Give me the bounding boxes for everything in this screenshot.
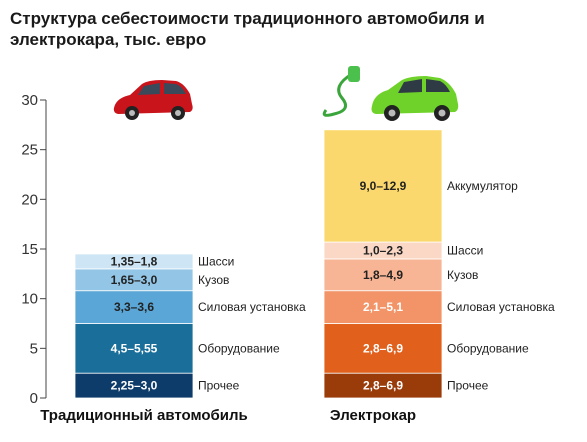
bar-segment xyxy=(323,258,443,292)
category-labels: Прочее Оборудование Силовая установка Кузов… xyxy=(40,179,555,424)
bar-segment xyxy=(74,372,194,399)
segment-name-label: Силовая установка xyxy=(447,300,555,314)
y-tick-label: 20 xyxy=(21,191,38,208)
segment-name-label: Аккумулятор xyxy=(447,179,518,193)
data-label: 1,0–2,3 xyxy=(363,243,403,257)
segment-name-label: Кузов xyxy=(447,268,478,282)
y-tick-label: 15 xyxy=(21,241,38,258)
y-axis: 0 5 10 15 20 25 30 xyxy=(21,92,47,407)
bar-segment xyxy=(323,372,443,399)
bars: 2,25–3,0 4,5–5,55 3,3–3,6 1,65–3,0 1,35–1,8 2… xyxy=(74,129,443,399)
segment-name-label: Силовая установка xyxy=(198,300,306,314)
data-label: 3,3–3,6 xyxy=(114,300,154,314)
segment-name-label: Прочее xyxy=(447,379,489,393)
segment-name-label: Шасси xyxy=(447,243,483,257)
car-illustration-icon xyxy=(113,80,193,120)
data-label: 1,8–4,9 xyxy=(363,268,403,282)
data-label: 2,8–6,9 xyxy=(363,341,403,355)
electric-car-plug-icon xyxy=(322,66,459,121)
bar-segment xyxy=(323,323,443,374)
data-label: 4,5–5,55 xyxy=(111,341,158,355)
segment-name-label: Прочее xyxy=(198,379,240,393)
data-label: 2,1–5,1 xyxy=(363,300,403,314)
segment-name-label: Кузов xyxy=(198,273,229,287)
bar-segment xyxy=(74,290,194,324)
x-category-label: Электрокар xyxy=(330,407,416,424)
y-tick-label: 30 xyxy=(21,92,38,109)
bar-segment xyxy=(323,290,443,324)
bar-segment xyxy=(74,323,194,374)
data-label: 9,0–12,9 xyxy=(360,179,407,193)
x-category-label: Традиционный автомобиль xyxy=(40,407,248,424)
data-label: 2,8–6,9 xyxy=(363,379,403,393)
y-tick-label: 10 xyxy=(21,291,38,308)
y-tick-label: 25 xyxy=(21,142,38,159)
segment-name-label: Шасси xyxy=(198,254,234,268)
segment-name-label: Оборудование xyxy=(447,341,529,355)
data-label: 1,35–1,8 xyxy=(111,254,158,268)
data-label: 1,65–3,0 xyxy=(111,273,158,287)
chart-title: Структура себестоимости традиционного ав… xyxy=(10,9,485,49)
bar-segment xyxy=(323,129,443,243)
y-tick-label: 0 xyxy=(30,390,38,407)
bar-segment xyxy=(74,253,194,270)
data-label: 2,25–3,0 xyxy=(111,379,158,393)
segment-name-label: Оборудование xyxy=(198,341,280,355)
y-tick-label: 5 xyxy=(30,340,38,357)
